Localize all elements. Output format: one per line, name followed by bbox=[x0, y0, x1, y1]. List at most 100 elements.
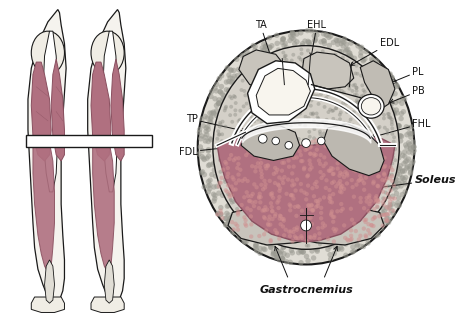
Circle shape bbox=[266, 61, 270, 64]
Circle shape bbox=[289, 184, 292, 188]
Circle shape bbox=[373, 96, 376, 100]
Circle shape bbox=[255, 53, 260, 59]
Circle shape bbox=[220, 96, 226, 101]
Circle shape bbox=[312, 38, 317, 43]
Circle shape bbox=[247, 138, 251, 143]
Circle shape bbox=[297, 137, 301, 141]
Circle shape bbox=[234, 101, 237, 105]
Circle shape bbox=[216, 97, 222, 103]
Circle shape bbox=[295, 140, 300, 145]
Circle shape bbox=[219, 155, 223, 159]
Circle shape bbox=[372, 147, 376, 151]
Circle shape bbox=[338, 177, 342, 181]
Circle shape bbox=[387, 204, 392, 210]
Circle shape bbox=[302, 38, 308, 44]
Circle shape bbox=[229, 153, 233, 157]
Circle shape bbox=[336, 166, 340, 171]
Circle shape bbox=[243, 135, 247, 139]
Circle shape bbox=[206, 154, 211, 159]
Circle shape bbox=[319, 216, 323, 221]
Circle shape bbox=[386, 192, 390, 196]
Circle shape bbox=[383, 196, 387, 201]
Circle shape bbox=[242, 61, 247, 67]
Circle shape bbox=[331, 166, 335, 171]
Circle shape bbox=[339, 151, 344, 156]
Circle shape bbox=[331, 40, 336, 45]
Circle shape bbox=[237, 135, 241, 139]
Circle shape bbox=[380, 178, 385, 182]
Circle shape bbox=[270, 193, 274, 198]
Circle shape bbox=[335, 209, 339, 213]
Circle shape bbox=[205, 124, 210, 129]
Circle shape bbox=[264, 89, 269, 92]
Circle shape bbox=[318, 198, 322, 202]
Circle shape bbox=[337, 135, 340, 139]
Circle shape bbox=[297, 238, 301, 242]
Circle shape bbox=[358, 119, 362, 123]
Circle shape bbox=[392, 186, 398, 192]
Circle shape bbox=[289, 150, 293, 154]
Circle shape bbox=[375, 158, 379, 163]
Circle shape bbox=[231, 68, 237, 73]
Circle shape bbox=[328, 197, 332, 201]
Circle shape bbox=[316, 147, 319, 151]
Circle shape bbox=[354, 161, 358, 165]
Circle shape bbox=[237, 218, 242, 223]
Circle shape bbox=[338, 155, 342, 159]
Circle shape bbox=[247, 206, 251, 210]
Circle shape bbox=[345, 224, 349, 229]
Circle shape bbox=[218, 212, 223, 217]
Text: FDL: FDL bbox=[179, 142, 263, 157]
Circle shape bbox=[310, 203, 314, 207]
Circle shape bbox=[233, 169, 237, 173]
Circle shape bbox=[303, 90, 307, 94]
Circle shape bbox=[232, 94, 236, 98]
Circle shape bbox=[248, 176, 252, 180]
Circle shape bbox=[304, 197, 309, 202]
Circle shape bbox=[349, 135, 354, 139]
Circle shape bbox=[407, 166, 412, 172]
Circle shape bbox=[371, 217, 375, 221]
Circle shape bbox=[340, 172, 345, 176]
Circle shape bbox=[223, 222, 228, 228]
Circle shape bbox=[353, 169, 357, 173]
Circle shape bbox=[382, 79, 388, 84]
Circle shape bbox=[266, 101, 270, 105]
Circle shape bbox=[309, 28, 314, 33]
Circle shape bbox=[239, 88, 243, 92]
Circle shape bbox=[325, 98, 329, 102]
Circle shape bbox=[359, 44, 365, 50]
Circle shape bbox=[315, 147, 319, 152]
Circle shape bbox=[368, 125, 372, 128]
Circle shape bbox=[258, 154, 262, 158]
Circle shape bbox=[311, 33, 317, 39]
Circle shape bbox=[390, 194, 395, 199]
Circle shape bbox=[301, 67, 305, 71]
Circle shape bbox=[334, 139, 338, 144]
Circle shape bbox=[347, 157, 351, 161]
Circle shape bbox=[330, 200, 334, 204]
Circle shape bbox=[375, 232, 381, 237]
Circle shape bbox=[308, 189, 312, 193]
Circle shape bbox=[305, 147, 310, 151]
Circle shape bbox=[316, 226, 320, 230]
Circle shape bbox=[308, 221, 312, 224]
Circle shape bbox=[314, 180, 319, 184]
Circle shape bbox=[310, 153, 313, 157]
Circle shape bbox=[223, 160, 228, 164]
Circle shape bbox=[204, 156, 210, 161]
Circle shape bbox=[336, 164, 339, 168]
Circle shape bbox=[342, 124, 346, 128]
Circle shape bbox=[304, 254, 309, 259]
Circle shape bbox=[326, 232, 330, 236]
Circle shape bbox=[390, 174, 394, 178]
Circle shape bbox=[281, 200, 284, 204]
Circle shape bbox=[372, 99, 375, 103]
Circle shape bbox=[287, 145, 292, 149]
Circle shape bbox=[326, 93, 330, 97]
Circle shape bbox=[217, 89, 223, 94]
Circle shape bbox=[345, 181, 349, 185]
Circle shape bbox=[346, 159, 350, 163]
Circle shape bbox=[244, 157, 248, 161]
Circle shape bbox=[236, 139, 240, 143]
